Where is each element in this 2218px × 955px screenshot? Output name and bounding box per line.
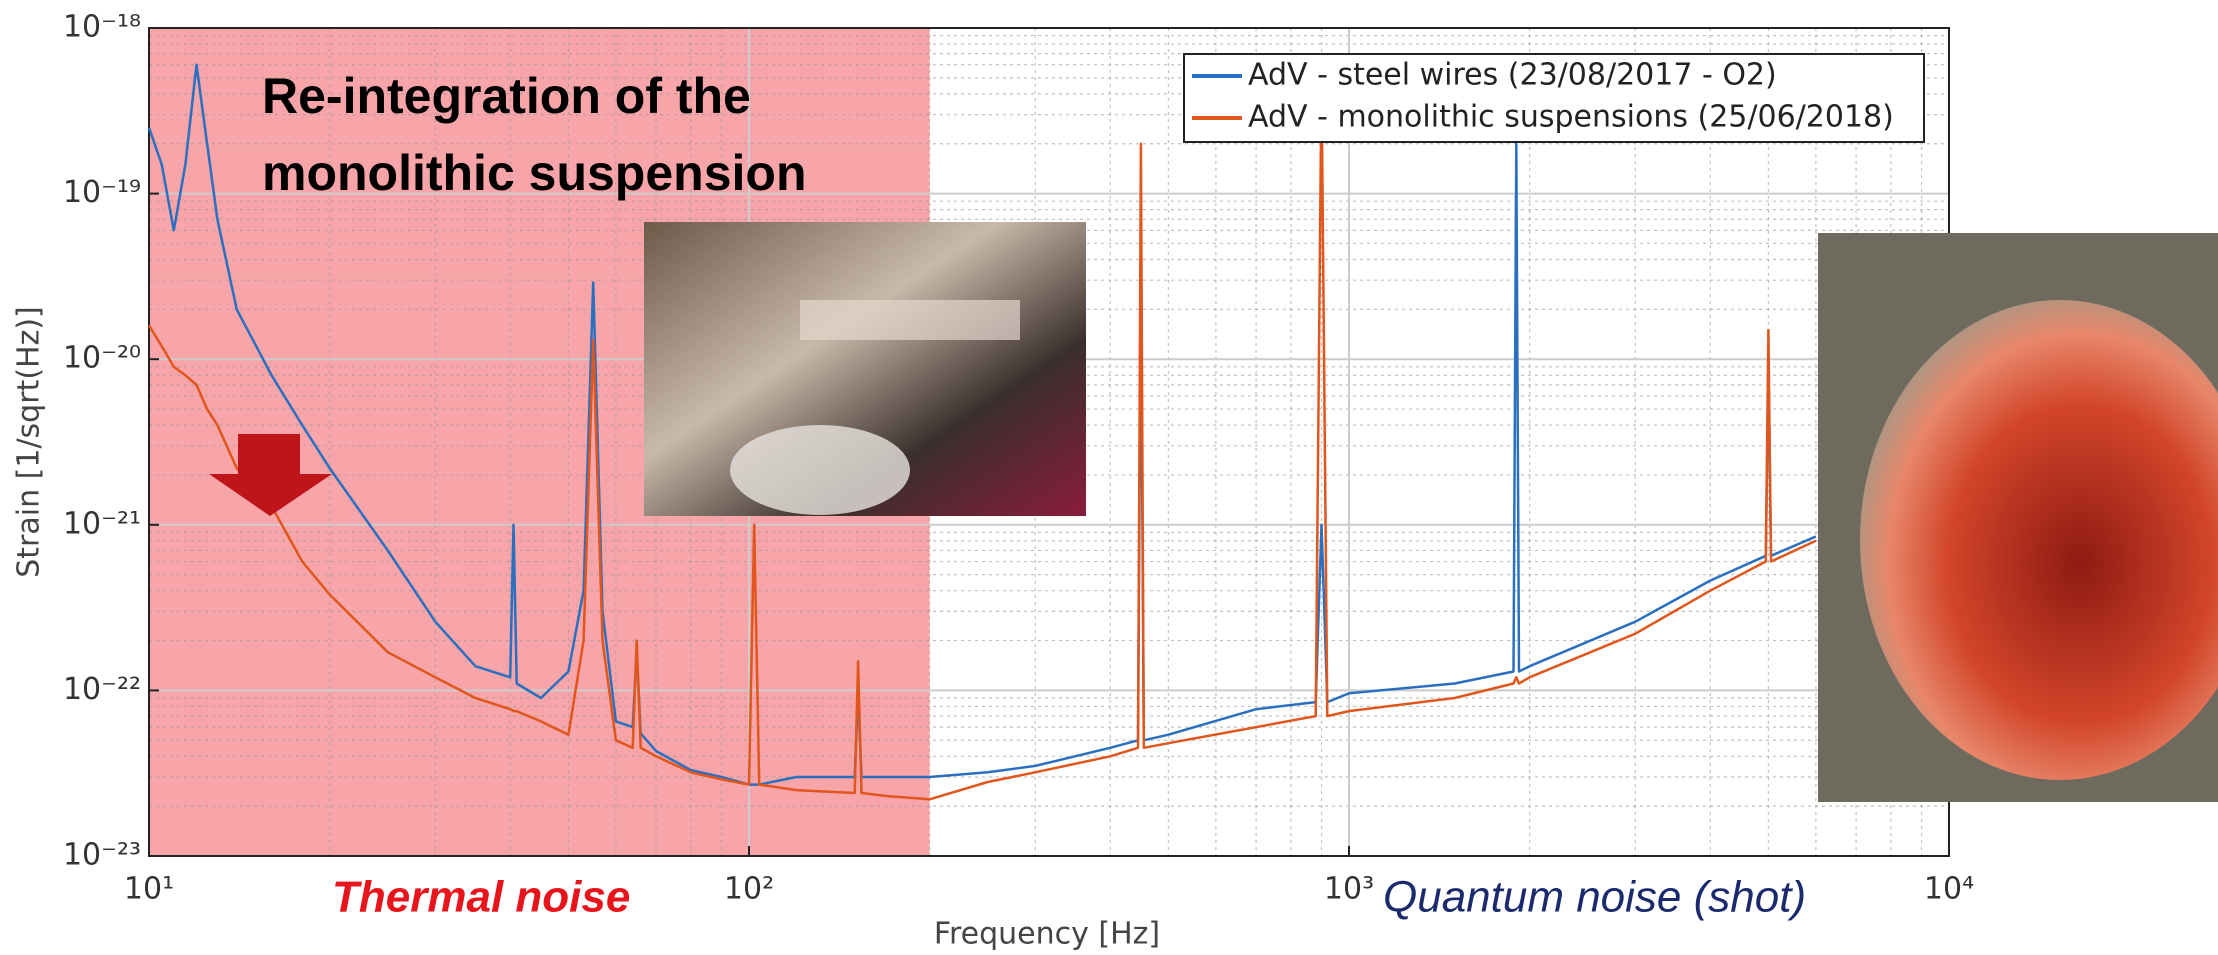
arrow-head (209, 474, 332, 516)
y-tick-label: 10⁻²² (63, 672, 141, 707)
red-arrow (209, 434, 332, 516)
y-axis-label: Strain [1/sqrt(Hz)] (12, 306, 47, 578)
x-tick-label: 10⁴ (1924, 872, 1974, 907)
plot-layer: AdV - steel wires (23/08/2017 - O2) AdV -… (147, 53, 1925, 801)
y-tick-label: 10⁻¹⁸ (63, 10, 141, 45)
photo-detail (1860, 300, 2218, 780)
photo-detail (730, 425, 910, 515)
overlay-layer: Re-integration of the monolithic suspens… (12, 68, 2218, 952)
y-tick-label: 10⁻²³ (63, 838, 141, 873)
legend: AdV - steel wires (23/08/2017 - O2) AdV -… (1183, 53, 1925, 143)
annotation: Thermal noise (332, 873, 630, 922)
photo-detail (800, 300, 1020, 340)
legend-label: AdV - steel wires (23/08/2017 - O2) (1248, 58, 1777, 93)
photo-mirror (1818, 233, 2218, 802)
x-tick-label: 10³ (1324, 872, 1374, 907)
y-tick-label: 10⁻¹⁹ (63, 175, 141, 210)
series-line (147, 63, 1817, 786)
legend-label: AdV - monolithic suspensions (25/06/2018… (1248, 100, 1894, 135)
arrow-shaft (238, 434, 300, 474)
legend-box (1183, 53, 1925, 143)
annotation: Re-integration of the (262, 68, 751, 124)
x-axis-label: Frequency [Hz] (934, 917, 1160, 952)
y-tick-label: 10⁻²¹ (63, 506, 141, 541)
series-line (147, 76, 1817, 801)
annotation: monolithic suspension (262, 145, 806, 201)
x-tick-label: 10¹ (124, 872, 174, 907)
photo-suspension (644, 222, 1086, 516)
x-tick-label: 10² (724, 872, 774, 907)
y-tick-label: 10⁻²⁰ (63, 341, 141, 376)
annotation: Quantum noise (shot) (1383, 873, 1806, 922)
